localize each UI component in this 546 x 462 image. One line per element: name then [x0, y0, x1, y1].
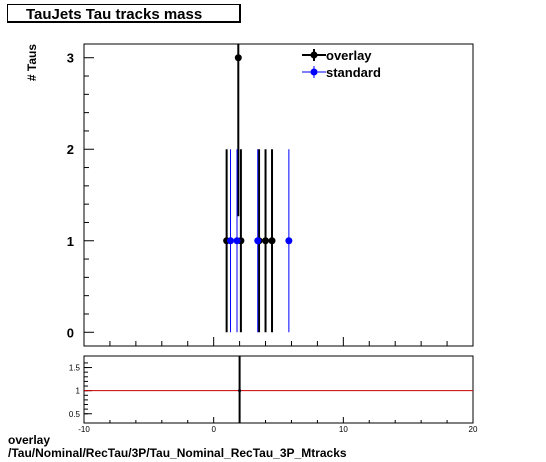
x-tick-label: 10 [339, 425, 348, 434]
chart-title-box: TauJets Tau tracks mass [7, 4, 241, 23]
y-axis-label: # Taus [25, 44, 39, 81]
y-tick-label: 1 [67, 234, 74, 249]
legend-marker-overlay [310, 51, 318, 59]
y-tick-label: 0 [67, 325, 74, 340]
ratio-plot-frame [83, 355, 474, 424]
data-point-standard [285, 237, 293, 245]
ratio-y-tick-label: 0.5 [69, 410, 81, 419]
y-tick-label: 2 [67, 142, 74, 157]
ratio-y-tick-label: 1 [76, 387, 81, 396]
main-plot-frame [83, 43, 474, 347]
data-point-overlay [234, 54, 242, 62]
legend-label-standard: standard [326, 65, 381, 80]
ratio-point [238, 389, 242, 393]
footer-path: /Tau/Nominal/RecTau/3P/Tau_Nominal_RecTa… [8, 446, 347, 460]
x-tick-label: -10 [78, 425, 90, 434]
data-point-standard [254, 237, 262, 245]
data-point-overlay [268, 237, 276, 245]
data-point-standard [227, 237, 235, 245]
x-tick-label: 0 [211, 425, 216, 434]
x-tick-label: 20 [469, 425, 478, 434]
legend-label-overlay: overlay [326, 48, 372, 63]
y-tick-label: 3 [67, 51, 74, 66]
data-point-standard [233, 237, 241, 245]
data-point-overlay [262, 237, 270, 245]
legend-marker-standard [310, 68, 318, 76]
footer-label: overlay [8, 433, 51, 447]
ratio-y-tick-label: 1.5 [69, 364, 81, 373]
chart-title: TauJets Tau tracks mass [26, 6, 203, 23]
